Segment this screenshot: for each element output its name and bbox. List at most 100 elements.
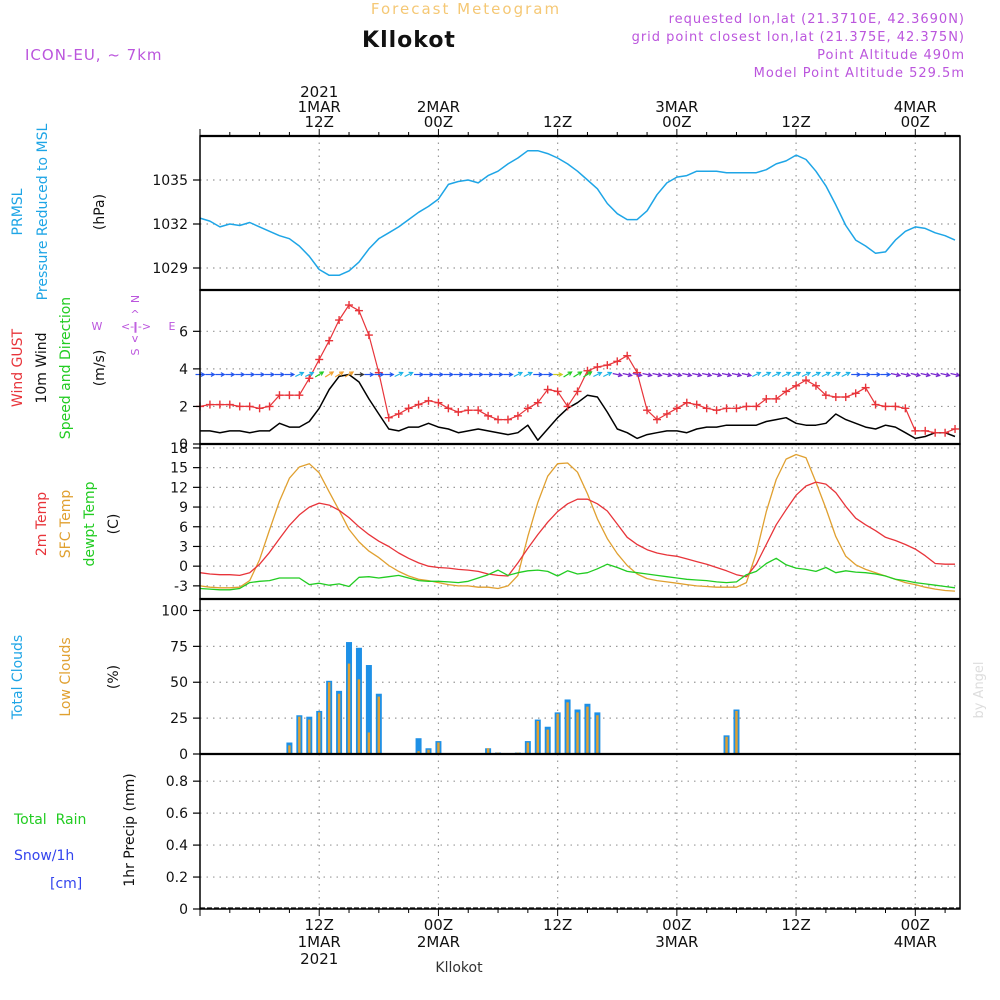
wind-direction-arrowhead [717, 372, 723, 378]
pressure-ytick-label: 1035 [152, 173, 188, 189]
cloud-unit: (%) [106, 665, 122, 689]
wind-direction-arrow [295, 371, 304, 378]
wind-direction-arrowhead [280, 372, 286, 377]
wind-direction-arrowhead [369, 372, 375, 377]
wind-direction-arrowhead [329, 371, 335, 376]
wind-direction-arrowhead [677, 372, 683, 378]
wind-direction-arrow [334, 371, 344, 378]
bottom-time-label: 12Z [305, 916, 334, 934]
temperature-ytick-label: 0 [179, 559, 188, 575]
wind-direction-arrow [632, 372, 642, 377]
pressure-unit: (hPa) [92, 194, 108, 230]
wind-direction-arrowhead [886, 372, 892, 377]
temperature-ytick-label: 12 [170, 480, 188, 496]
wind-speed-line [200, 373, 956, 441]
wind-direction-arrow [900, 372, 910, 377]
snow-unit: [cm] [50, 876, 82, 892]
low-clouds-label: Low Clouds [58, 637, 74, 716]
wind-direction-arrowhead [825, 371, 832, 377]
low-cloud-bar [367, 732, 371, 754]
compass-horizontal: <-|-> [121, 320, 151, 333]
low-cloud-bar [347, 663, 351, 754]
low-cloud-bar [486, 748, 490, 754]
wind-direction-arrowhead [627, 372, 633, 378]
top-time-label: 4MAR [894, 98, 937, 116]
wind-direction-arrow [573, 371, 582, 378]
wind-direction-arrow [831, 371, 841, 378]
wind-direction-arrow [910, 372, 920, 377]
top-time-label: 12Z [781, 113, 810, 131]
compass-legend: N ^ | v W <-|-> E S [92, 295, 176, 356]
low-cloud-bar [377, 696, 381, 754]
wind-direction-arrowhead [766, 371, 772, 377]
wind-direction-arrowhead [587, 371, 593, 376]
wind-direction-arrowhead [746, 372, 753, 378]
clouds-ytick-label: 50 [170, 675, 188, 691]
top-time-label: 12Z [543, 113, 572, 131]
total-cloud-bar [415, 738, 422, 754]
low-cloud-bar [566, 702, 569, 754]
low-cloud-bar [288, 745, 291, 754]
wind-direction-arrow [741, 372, 752, 377]
wind-direction-arrowhead [538, 372, 544, 377]
wind-direction-arrowhead [925, 372, 931, 378]
model-altitude: Model Point Altitude 529.5m [754, 66, 965, 81]
wind-direction-arrow [612, 372, 622, 377]
temperature-ytick-label: -3 [174, 579, 188, 595]
total-cloud-bar [365, 665, 372, 754]
wind-direction-arrowhead [508, 372, 514, 377]
total-clouds-label: Total Clouds [10, 635, 26, 720]
wind-direction-arrowhead [707, 372, 713, 378]
wind-direction-arrow [583, 371, 592, 378]
wind-direction-arrow [642, 372, 652, 377]
wind-labels: Wind GUST 10m Wind Speed and Direction (… [10, 297, 108, 439]
grid-point-coords: grid point closest lon,lat (21.375E, 42.… [632, 30, 965, 45]
wind-direction-arrowhead [299, 371, 305, 377]
wind-direction-arrowhead [815, 371, 822, 377]
wind-direction-arrowhead [220, 372, 226, 377]
compass-south: S [129, 348, 142, 355]
wind-direction-arrowhead [200, 372, 206, 377]
pressure-ytick-label: 1029 [152, 261, 188, 277]
wind-direction-arrowhead [945, 372, 951, 378]
top-time-label: 12Z [305, 113, 334, 131]
dewpt-line [199, 557, 956, 591]
clouds-ytick-label: 0 [179, 747, 188, 763]
wind-direction-arrow [950, 372, 960, 377]
point-altitude: Point Altitude 490m [817, 48, 965, 63]
wind-ytick-label: 6 [179, 324, 188, 340]
pressure-labels: PRMSL Pressure Reduced to MSL (hPa) [10, 123, 108, 300]
wind-direction-arrowhead [687, 372, 693, 378]
bottom-time-label: 2MAR [417, 933, 460, 951]
wind-direction-arrow [731, 372, 742, 377]
model-label: ICON-EU, ~ 7km [25, 46, 163, 64]
wind-direction-arrow [811, 371, 821, 378]
wind-direction-arrowhead [230, 372, 236, 377]
bottom-time-label: 12Z [781, 916, 810, 934]
bottom-time-label: 00Z [424, 916, 453, 934]
temp-unit: (C) [106, 514, 122, 535]
wind-direction-arrow [672, 372, 682, 377]
wind-direction-arrowhead [468, 372, 474, 377]
wind-speed-dir-label: Speed and Direction [58, 297, 74, 439]
wind-direction-arrow [324, 371, 334, 378]
wind-direction-arrowhead [309, 371, 315, 377]
wind-direction-arrowhead [567, 371, 573, 376]
dewpt-label: dewpt Temp [82, 481, 98, 566]
wind-direction-arrow [841, 371, 851, 378]
low-cloud-bar [308, 719, 311, 754]
low-cloud-bar [725, 736, 728, 754]
top-time-label: 00Z [662, 113, 691, 131]
clouds-ytick-label: 75 [170, 639, 188, 655]
precip-ytick-label: 0.8 [166, 774, 188, 790]
wind-direction-arrowhead [756, 371, 762, 377]
wind-ytick-label: 0 [179, 437, 188, 453]
low-cloud-bar [735, 710, 738, 754]
precip-ytick-label: 0.6 [166, 806, 188, 822]
pressure-ytick-label: 1032 [152, 217, 188, 233]
wind-direction-arrowhead [449, 372, 455, 377]
wind-direction-arrowhead [597, 371, 603, 377]
low-cloud-bar [327, 682, 331, 754]
compass-north: N [129, 295, 142, 303]
wind-direction-arrow [622, 372, 632, 377]
